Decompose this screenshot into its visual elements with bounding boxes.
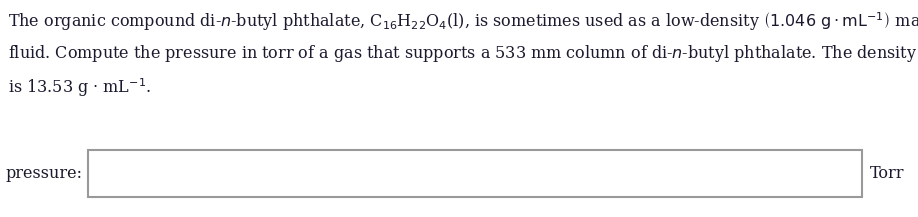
Text: pressure:: pressure:: [5, 164, 82, 181]
FancyBboxPatch shape: [88, 150, 862, 197]
Text: is 13.53 g $\cdot$ mL$^{-1}$.: is 13.53 g $\cdot$ mL$^{-1}$.: [8, 76, 151, 99]
Text: The organic compound di-$\mathit{n}$-butyl phthalate, C$_{16}$H$_{22}$O$_{4}$(l): The organic compound di-$\mathit{n}$-but…: [8, 10, 918, 33]
Text: fluid. Compute the pressure in torr of a gas that supports a 533 mm column of di: fluid. Compute the pressure in torr of a…: [8, 43, 918, 64]
Text: Torr: Torr: [870, 164, 904, 181]
